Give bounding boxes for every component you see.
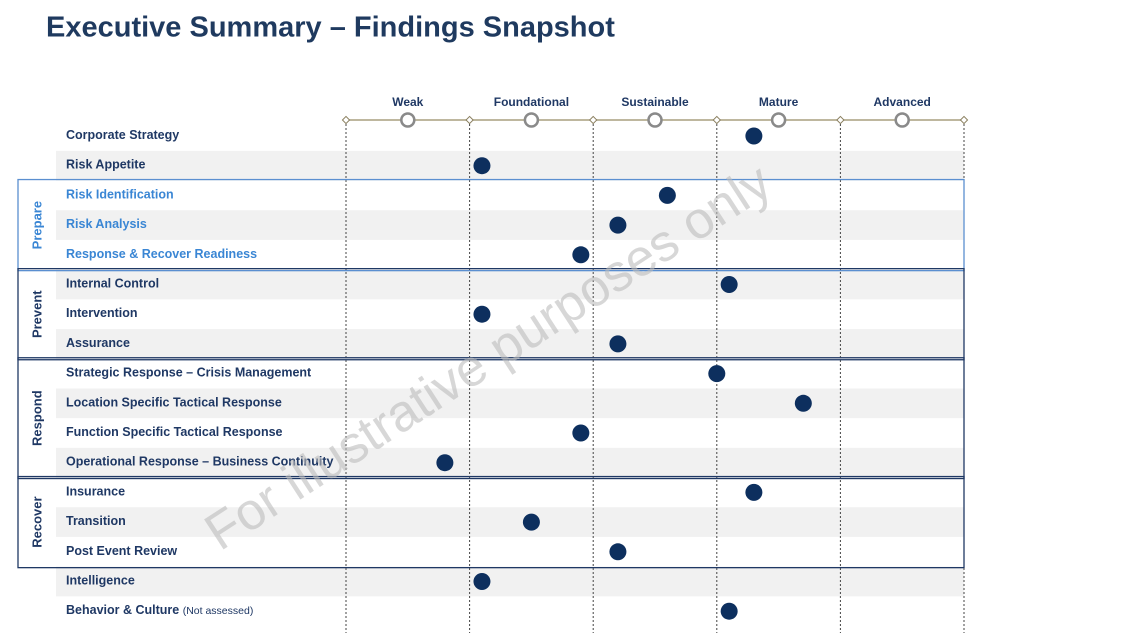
row-label: Function Specific Tactical Response: [66, 425, 283, 439]
dot: [572, 424, 590, 442]
dot: [473, 573, 491, 590]
row-shade: [56, 447, 964, 478]
row-label: Internal Control: [66, 277, 159, 291]
row-shade: [56, 269, 964, 300]
row-label-text: Function Specific Tactical Response: [66, 425, 283, 439]
dot: [720, 602, 738, 620]
dot: [473, 305, 491, 323]
row-shade: [56, 507, 964, 537]
row-label: Risk Appetite: [66, 158, 145, 172]
row-label-text: Transition: [66, 514, 126, 528]
row-label-text: Operational Response – Business Continui…: [66, 455, 333, 469]
row-label-text: Behavior & Culture: [66, 603, 179, 617]
dot: [609, 335, 627, 353]
divider-diamond: [836, 115, 845, 125]
dot: [794, 394, 812, 412]
row-label-text: Post Event Review: [66, 544, 177, 558]
group-box: [17, 267, 965, 361]
row-label: Intervention: [66, 306, 138, 320]
row-label-text: Risk Identification: [66, 188, 174, 202]
row-label: Risk Identification: [66, 188, 174, 202]
row-label: Insurance: [66, 485, 125, 499]
chart-title: Executive Summary – Findings Snapshot: [46, 12, 615, 44]
group-box: [17, 357, 965, 480]
divider-diamond: [959, 115, 969, 125]
dot: [609, 216, 627, 234]
group-label: Prevent: [29, 290, 44, 338]
dot: [522, 513, 540, 531]
dot: [473, 157, 491, 175]
row-label-text: Intelligence: [66, 574, 135, 588]
group-label: Prepare: [29, 201, 44, 249]
row-label: Corporate Strategy: [66, 128, 179, 142]
row-label-text: Corporate Strategy: [66, 128, 179, 142]
row-label: Post Event Review: [66, 544, 177, 558]
divider-diamond: [712, 115, 722, 125]
row-label: Intelligence: [66, 574, 135, 588]
row-label: Response & Recover Readiness: [66, 247, 257, 261]
dot: [658, 186, 676, 204]
level-marker: [400, 112, 416, 128]
row-shade: [56, 150, 964, 181]
row-shade: [56, 329, 964, 359]
level-marker: [894, 112, 910, 128]
row-label-text: Assurance: [66, 336, 130, 350]
row-label-text: Response & Recover Readiness: [66, 247, 257, 261]
row-label: Assurance: [66, 336, 130, 350]
row-shade: [56, 388, 964, 419]
row-label-text: Insurance: [66, 485, 125, 499]
dot: [708, 365, 726, 383]
divider-diamond: [341, 115, 351, 125]
row-label-text: Risk Appetite: [66, 158, 145, 172]
row-label: Risk Analysis: [66, 217, 147, 231]
level-marker: [647, 112, 663, 128]
group-box: [17, 475, 965, 569]
row-label: Transition: [66, 514, 126, 528]
level-label: Foundational: [494, 95, 569, 109]
group-label: Respond: [29, 390, 44, 446]
level-label: Sustainable: [621, 95, 689, 109]
level-label: Advanced: [874, 95, 931, 109]
row-shade: [56, 210, 964, 240]
row-shade: [56, 566, 964, 597]
divider-diamond: [588, 115, 598, 125]
row-label: Operational Response – Business Continui…: [66, 455, 333, 469]
dot: [436, 454, 454, 472]
row-label-text: Strategic Response – Crisis Management: [66, 366, 312, 380]
group-label: Recover: [29, 496, 44, 547]
row-label-text: Location Specific Tactical Response: [66, 396, 282, 410]
dot: [720, 276, 738, 293]
level-label: Mature: [759, 95, 799, 109]
row-label: Behavior & Culture (Not assessed): [66, 603, 253, 617]
row-label-text: Internal Control: [66, 277, 159, 291]
group-box: [17, 178, 965, 272]
dot: [572, 246, 590, 264]
dot: [609, 543, 627, 561]
dot: [745, 483, 763, 501]
row-label-text: Intervention: [66, 306, 138, 320]
divider-diamond: [465, 115, 474, 125]
level-label: Weak: [392, 95, 423, 109]
row-label-text: Risk Analysis: [66, 217, 147, 231]
level-marker: [770, 112, 787, 128]
row-label: Strategic Response – Crisis Management: [66, 366, 312, 380]
row-label: Location Specific Tactical Response: [66, 396, 282, 410]
row-note: (Not assessed): [183, 605, 254, 617]
dot: [745, 127, 763, 145]
level-marker: [523, 112, 540, 128]
